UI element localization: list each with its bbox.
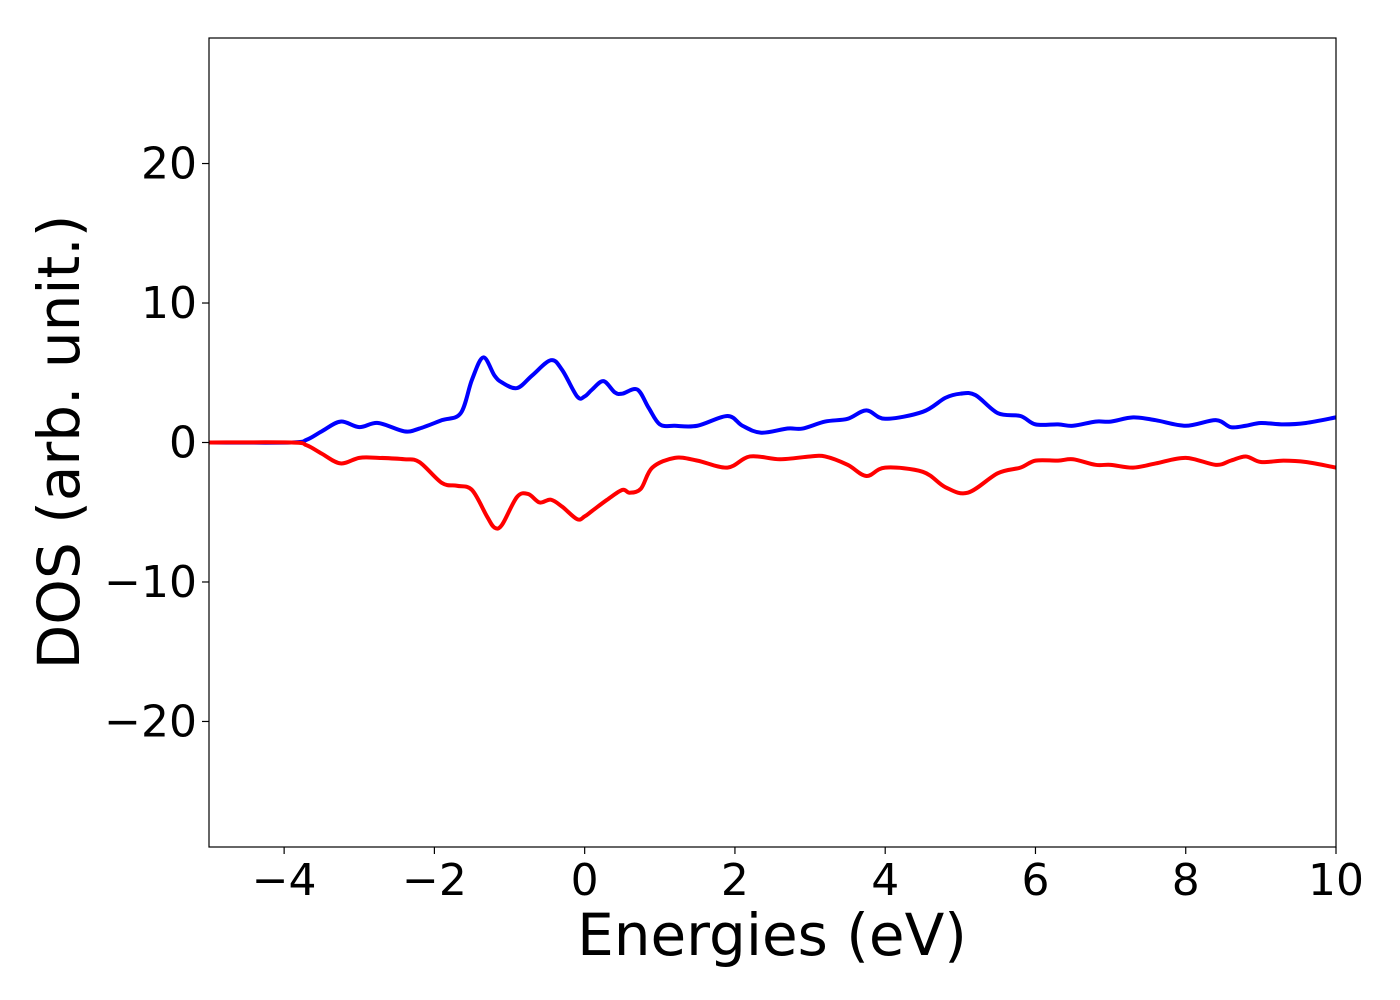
x-tick-label: −4 — [252, 855, 317, 906]
series-layer — [208, 355, 1337, 531]
y-tick-label: −20 — [104, 696, 197, 747]
x-tick-label: 8 — [1172, 855, 1200, 906]
y-tick-label: 0 — [169, 418, 197, 469]
x-tick-label: −2 — [402, 855, 467, 906]
x-tick-label: 0 — [571, 855, 599, 906]
y-tick-label: 20 — [141, 139, 197, 190]
plot-background — [209, 38, 1336, 847]
x-tick-label: 10 — [1308, 855, 1364, 906]
x-tick-label: 2 — [721, 855, 749, 906]
spin-down-line — [208, 440, 1337, 531]
y-tick-label: −10 — [104, 557, 197, 608]
x-tick-label: 6 — [1021, 855, 1049, 906]
y-axis-label: DOS (arb. unit.) — [25, 215, 93, 670]
y-tick-label: 10 — [141, 278, 197, 329]
x-axis-label: Energies (eV) — [577, 901, 967, 969]
spin-up-line — [208, 355, 1337, 445]
x-tick-label: 4 — [871, 855, 899, 906]
